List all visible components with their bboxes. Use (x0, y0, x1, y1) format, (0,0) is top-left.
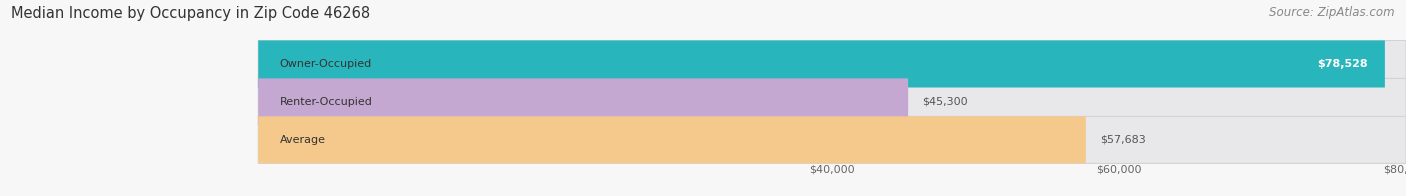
FancyBboxPatch shape (259, 40, 1385, 87)
FancyBboxPatch shape (259, 116, 1406, 163)
Text: Average: Average (280, 135, 326, 145)
FancyBboxPatch shape (259, 78, 908, 125)
Text: $78,528: $78,528 (1317, 59, 1368, 69)
FancyBboxPatch shape (259, 116, 1085, 163)
Text: Source: ZipAtlas.com: Source: ZipAtlas.com (1270, 6, 1395, 19)
FancyBboxPatch shape (259, 40, 1406, 87)
Text: Median Income by Occupancy in Zip Code 46268: Median Income by Occupancy in Zip Code 4… (11, 6, 370, 21)
FancyBboxPatch shape (259, 78, 1406, 125)
Text: Owner-Occupied: Owner-Occupied (280, 59, 373, 69)
Text: $45,300: $45,300 (922, 97, 969, 107)
Text: Renter-Occupied: Renter-Occupied (280, 97, 373, 107)
Text: $57,683: $57,683 (1099, 135, 1146, 145)
